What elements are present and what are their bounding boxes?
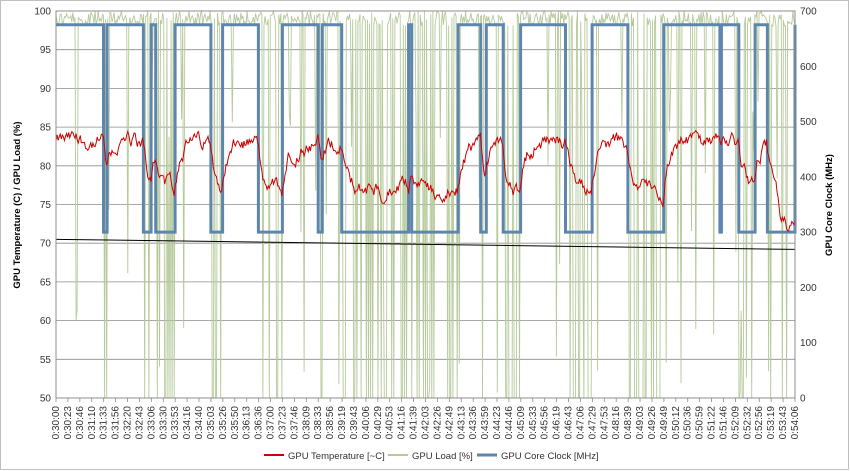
x-tick-label: 0:46:43 (564, 406, 575, 440)
temperature-trendline (55, 238, 796, 250)
x-tick-label: 0:49:49 (659, 406, 670, 440)
trendline-series (55, 238, 796, 250)
x-tick-label: 0:44:46 (504, 406, 515, 440)
x-tick-label: 0:43:59 (480, 406, 491, 440)
right-axis-title: GPU Core Clock (MHz) (824, 154, 835, 256)
gpu-core-clock-series (56, 23, 797, 234)
x-tick-label: 0:50:12 (671, 406, 682, 440)
x-tick-label: 0:48:16 (611, 406, 622, 440)
y-left-tick-label: 60 (40, 316, 52, 327)
x-tick-label: 0:38:56 (325, 406, 336, 440)
y-left-tick-label: 85 (40, 123, 52, 134)
y-left-tick-label: 50 (40, 394, 52, 405)
y-right-tick-label: 200 (800, 283, 817, 294)
x-tick-label: 0:41:39 (409, 406, 420, 440)
y-left-tick-label: 95 (40, 45, 52, 56)
x-tick-label: 0:39:19 (337, 406, 348, 440)
y-left-tick-label: 90 (40, 84, 52, 95)
x-tick-label: 0:45:56 (540, 406, 551, 440)
x-tick-label: 0:43:13 (456, 406, 467, 440)
x-tick-label: 0:32:43 (134, 406, 145, 440)
x-tick-label: 0:47:29 (587, 406, 598, 440)
x-tick-label: 0:38:33 (313, 406, 324, 440)
x-tick-label: 0:47:53 (599, 406, 610, 440)
y-right-tick-label: 400 (800, 172, 817, 183)
x-tick-label: 0:52:56 (754, 406, 765, 440)
gpu-temperature-series (55, 129, 796, 232)
y-left-tick-label: 65 (40, 277, 52, 288)
y-right-tick-label: 600 (800, 62, 817, 73)
x-tick-label: 0:34:40 (194, 406, 205, 440)
legend-label-load: GPU Load [%] (412, 451, 473, 462)
legend-label-clock: GPU Core Clock [MHz] (501, 451, 599, 462)
y-right-tick-label: 300 (800, 228, 817, 239)
x-tick-label: 0:38:09 (301, 406, 312, 440)
x-tick-label: 0:45:09 (516, 406, 527, 440)
x-tick-label: 0:52:32 (742, 406, 753, 440)
y-left-tick-label: 70 (40, 239, 52, 250)
y-left-tick-label: 100 (34, 7, 51, 18)
x-tick-label: 0:43:36 (468, 406, 479, 440)
y-left-tick-label: 55 (40, 355, 52, 366)
gpu-core-clock-line (56, 23, 797, 234)
right-axis-ticks: 0 100 200 300 400 500 600 700 (800, 7, 817, 405)
x-tick-label: 0:42:26 (432, 406, 443, 440)
x-tick-label: 0:47:06 (575, 406, 586, 440)
x-tick-label: 0:40:06 (361, 406, 372, 440)
x-tick-label: 0:52:09 (730, 406, 741, 440)
x-tick-label: 0:36:36 (254, 406, 265, 440)
x-tick-label: 0:53:19 (766, 406, 777, 440)
gpu-temperature-line (55, 129, 796, 232)
x-tick-label: 0:33:30 (158, 406, 169, 440)
y-right-tick-label: 500 (800, 117, 817, 128)
x-tick-label: 0:42:49 (444, 406, 455, 440)
x-tick-label: 0:37:00 (266, 406, 277, 440)
x-tick-label: 0:49:03 (635, 406, 646, 440)
x-tick-label: 0:42:03 (421, 406, 432, 440)
x-tick-label: 0:49:26 (647, 406, 658, 440)
x-tick-label: 0:54:06 (790, 406, 801, 440)
x-tick-label: 0:35:03 (206, 406, 217, 440)
x-tick-label: 0:31:10 (87, 406, 98, 440)
x-tick-label: 0:40:29 (373, 406, 384, 440)
x-tick-label: 0:53:43 (778, 406, 789, 440)
legend: GPU Temperature [~C] GPU Load [%] GPU Co… (264, 451, 599, 462)
x-tick-label: 0:50:59 (695, 406, 706, 440)
x-tick-label: 0:50:36 (683, 406, 694, 440)
x-tick-label: 0:48:39 (623, 406, 634, 440)
x-tick-label: 0:40:53 (385, 406, 396, 440)
y-left-tick-label: 75 (40, 200, 52, 211)
x-tick-label: 0:35:50 (230, 406, 241, 440)
x-tick-label: 0:31:56 (111, 406, 122, 440)
left-axis-ticks: 50 55 60 65 70 75 80 85 90 95 100 (34, 7, 51, 405)
x-tick-label: 0:34:16 (182, 406, 193, 440)
x-tick-label: 0:32:20 (123, 406, 134, 440)
y-right-tick-label: 0 (800, 394, 806, 405)
y-left-tick-label: 80 (40, 161, 52, 172)
x-tick-label: 0:37:23 (277, 406, 288, 440)
legend-label-temperature: GPU Temperature [~C] (288, 451, 385, 462)
x-tick-label: 0:51:22 (707, 406, 718, 440)
x-tick-label: 0:35:26 (218, 406, 229, 440)
x-tick-label: 0:51:46 (718, 406, 729, 440)
x-tick-label: 0:37:46 (289, 406, 300, 440)
x-tick-label: 0:30:00 (51, 406, 62, 440)
x-tick-label: 0:30:46 (75, 406, 86, 440)
x-tick-label: 0:36:13 (242, 406, 253, 440)
x-tick-label: 0:39:43 (349, 406, 360, 440)
x-tick-label: 0:41:16 (397, 406, 408, 440)
x-tick-label: 0:30:23 (63, 406, 74, 440)
x-tick-label: 0:33:53 (170, 406, 181, 440)
x-tick-label: 0:31:33 (99, 406, 110, 440)
y-right-tick-label: 100 (800, 338, 817, 349)
x-axis-ticks: 0:30:00 0:30:23 0:30:46 0:31:10 0:31:33 0:31:… (51, 398, 801, 439)
x-tick-label: 0:33:06 (146, 406, 157, 440)
x-tick-label: 0:46:19 (552, 406, 563, 440)
y-right-tick-label: 700 (800, 7, 817, 18)
x-tick-label: 0:45:33 (528, 406, 539, 440)
x-tick-label: 0:44:23 (492, 406, 503, 440)
left-axis-title: GPU Temperature (C) / GPU Load (%) (12, 121, 23, 288)
